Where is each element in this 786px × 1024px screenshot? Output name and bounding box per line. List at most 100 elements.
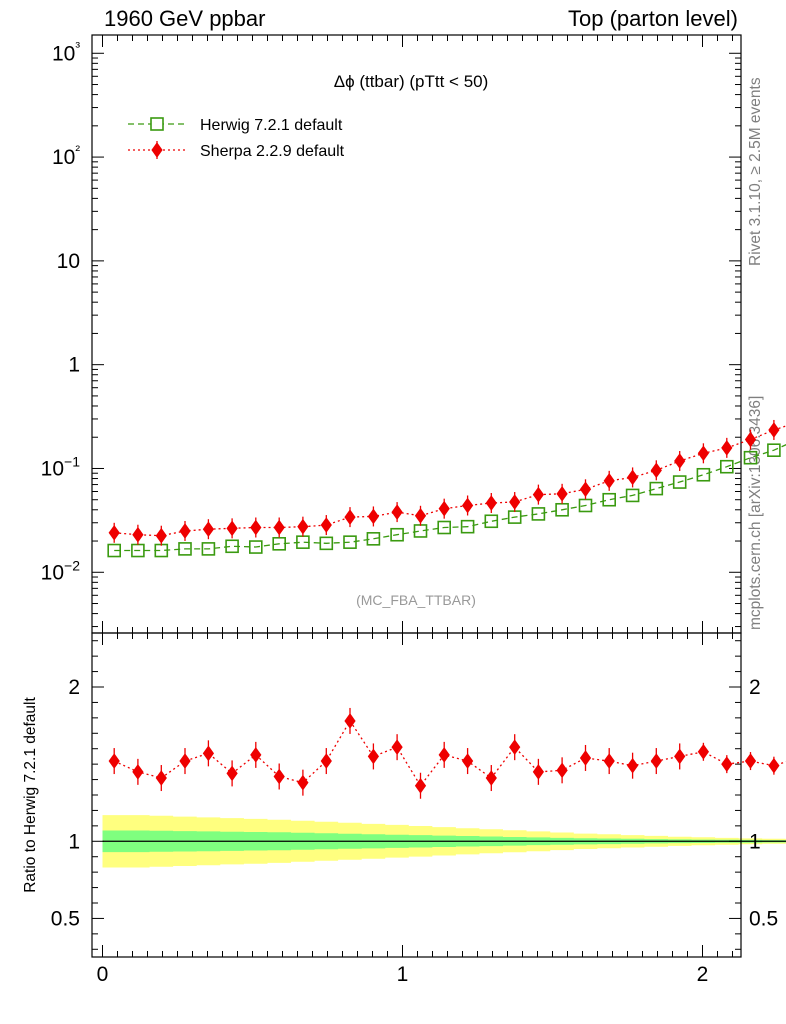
ratio-sherpa-point	[320, 753, 332, 769]
herwig-point	[201, 542, 216, 556]
sherpa-point	[179, 523, 191, 539]
ratio-sherpa-point	[579, 750, 592, 766]
ratio-sherpa-point	[367, 748, 380, 765]
herwig-point	[578, 498, 593, 513]
sherpa-point	[674, 453, 686, 469]
legend-sherpa-marker	[151, 142, 163, 158]
ratio-sherpa-point	[556, 762, 568, 779]
sherpa-point	[297, 518, 309, 535]
sherpa-point	[650, 462, 662, 479]
herwig-point	[249, 540, 263, 554]
herwig-line	[114, 444, 786, 552]
herwig-point	[625, 488, 640, 503]
sherpa-point	[509, 494, 521, 510]
sherpa-point	[768, 422, 780, 438]
sherpa-point	[556, 485, 568, 502]
herwig-point	[672, 475, 687, 489]
ratio-sherpa-point	[721, 756, 733, 773]
ratio-ytick-label-left: 2	[68, 676, 80, 699]
collider-label: 1960 GeV ppbar	[104, 6, 266, 31]
sherpa-point	[108, 524, 120, 541]
sherpa-point	[721, 439, 733, 456]
ratio-sherpa-point	[414, 777, 427, 794]
main-ytick-label: 10−1	[41, 453, 81, 480]
ratio-sherpa-point	[132, 763, 144, 780]
sherpa-point	[250, 519, 262, 536]
main-ytick-label: 10³	[52, 38, 80, 65]
xtick-label: 0	[97, 963, 109, 986]
sherpa-point	[344, 509, 356, 525]
ratio-ytick-label-right: 2	[749, 676, 761, 699]
main-ytick-label: 1	[68, 354, 80, 377]
ratio-sherpa-point	[603, 753, 615, 769]
process-label: Top (parton level)	[568, 6, 738, 31]
herwig-point	[343, 535, 357, 549]
sherpa-point	[532, 486, 545, 503]
herwig-point	[178, 542, 192, 556]
ratio-sherpa-point	[438, 747, 450, 763]
ratio-sherpa-point	[485, 770, 497, 786]
sherpa-point	[697, 445, 710, 462]
sherpa-point	[391, 504, 403, 520]
main-ytick-label: 10	[57, 250, 80, 273]
herwig-point	[107, 543, 121, 558]
legend-sherpa-label: Sherpa 2.2.9 default	[200, 143, 345, 160]
herwig-point	[767, 443, 781, 457]
ratio-sherpa-point	[226, 765, 238, 782]
sherpa-line	[114, 425, 786, 537]
herwig-point	[696, 467, 711, 482]
ratio-sherpa-point	[650, 753, 662, 769]
ratio-sherpa-point	[297, 774, 309, 791]
sherpa-point	[226, 520, 238, 537]
main-ytick-label: 10−2	[41, 557, 81, 584]
ratio-sherpa-point	[744, 753, 757, 769]
herwig-point	[602, 492, 617, 507]
sherpa-point	[744, 431, 757, 448]
sherpa-point	[367, 508, 380, 525]
sherpa-point	[461, 497, 474, 514]
sherpa-point	[320, 517, 332, 533]
herwig-point	[366, 532, 381, 546]
herwig-point	[743, 450, 758, 465]
herwig-point	[460, 519, 475, 534]
plot-title: Δϕ (ttbar) (pTtt < 50)	[334, 72, 489, 91]
herwig-point	[437, 520, 452, 535]
ratio-sherpa-point	[202, 745, 215, 762]
ratio-sherpa-point	[532, 763, 545, 780]
ratio-sherpa-point	[509, 739, 521, 756]
sherpa-point	[414, 507, 427, 524]
ratio-plot-frame	[91, 632, 742, 958]
sherpa-point	[603, 472, 615, 489]
ratio-sherpa-point	[155, 770, 167, 786]
ratio-sherpa-point	[626, 757, 639, 774]
sherpa-point	[155, 527, 167, 544]
ratio-sherpa-point	[697, 743, 710, 760]
analysis-tag: (MC_FBA_TTBAR)	[356, 592, 476, 608]
ratio-sherpa-point	[344, 713, 356, 729]
ratio-sherpa-point	[391, 739, 403, 756]
sherpa-point	[273, 519, 285, 536]
ratio-sherpa-point	[768, 757, 780, 774]
ratio-ytick-label-left: 0.5	[51, 907, 80, 930]
ratio-ytick-label-left: 1	[68, 830, 80, 853]
xtick-label: 2	[697, 963, 709, 986]
ratio-ytick-label-right: 1	[749, 830, 761, 853]
herwig-point	[649, 481, 664, 496]
ratio-sherpa-point	[108, 753, 120, 769]
herwig-point	[319, 536, 334, 551]
ratio-sherpa-point	[179, 753, 191, 769]
ratio-sherpa-point	[674, 748, 686, 765]
ratio-sherpa-point	[250, 747, 262, 763]
legend: Herwig 7.2.1 default Sherpa 2.2.9 default	[128, 117, 345, 160]
ratio-sherpa-point	[273, 768, 285, 785]
ratio-ylabel: Ratio to Herwig 7.2.1 default	[22, 697, 39, 893]
sherpa-point	[202, 521, 215, 538]
ratio-ytick-label-right: 0.5	[749, 907, 778, 930]
sherpa-point	[132, 526, 144, 543]
herwig-point	[272, 537, 287, 551]
main-ytick-label: 10²	[52, 142, 80, 169]
sherpa-point	[579, 481, 592, 498]
legend-herwig-label: Herwig 7.2.1 default	[200, 117, 343, 134]
